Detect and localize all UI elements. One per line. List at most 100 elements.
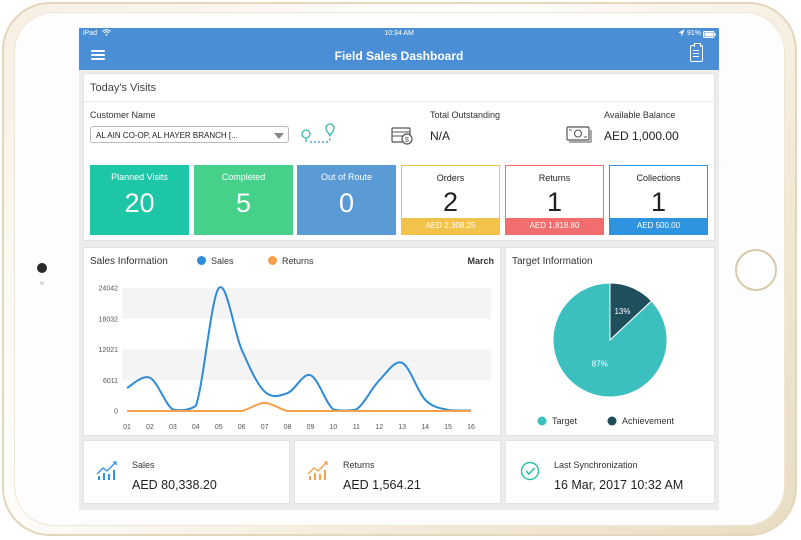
x-tick-label: 06 (238, 424, 246, 431)
series-line-sales (126, 286, 472, 412)
y-tick-label: 6011 (103, 378, 118, 385)
x-tick-label: 05 (215, 424, 223, 431)
pie-label-target: 87% (592, 360, 608, 369)
sales-line-chart: 24042 18032 12021 6011 0 01 02 03 04 05 06 07 08 09 10… (99, 286, 491, 431)
orders-count: 2 (442, 187, 459, 217)
sales-legend-dot (197, 256, 206, 265)
total-outstanding-label: Total Outstanding (430, 110, 501, 120)
route-map-icon[interactable] (300, 122, 336, 153)
x-tick-label: 14 (421, 424, 429, 431)
home-button[interactable] (735, 249, 777, 291)
hamburger-menu-icon[interactable] (91, 50, 105, 60)
battery-percent: 91% (686, 30, 701, 37)
x-tick-label: 08 (284, 424, 292, 431)
orders-label: Orders (436, 173, 465, 183)
available-balance-label: Available Balance (604, 110, 676, 120)
legend-returns[interactable]: Returns (268, 256, 314, 266)
app-header: Field Sales Dashboard (79, 41, 719, 70)
out-of-route-count: 0 (338, 188, 355, 218)
customer-select[interactable]: AL AIN CO-OP, AL HAYER BRANCH [... (90, 126, 289, 143)
x-tick-label: 10 (330, 424, 338, 431)
clipboard-icon[interactable] (690, 43, 703, 62)
device-name: iPad (83, 30, 98, 37)
completed-count: 5 (235, 188, 252, 218)
status-bar: iPad 10:34 AM 91% (79, 28, 719, 41)
front-camera (37, 263, 47, 273)
orders-amount: AED 2,308.25 (402, 218, 499, 234)
bar-chart-icon (96, 459, 120, 486)
completed-tile[interactable]: Completed 5 (194, 165, 293, 235)
returns-chart-icon (307, 459, 331, 486)
planned-visits-tile[interactable]: Planned Visits 20 (90, 165, 189, 235)
completed-label: Completed (221, 172, 266, 182)
orders-tile[interactable]: Orders 2 AED 2,308.25 (401, 165, 500, 235)
divider (84, 101, 714, 102)
x-tick-label: 02 (146, 424, 154, 431)
sales-summary-label: Sales (132, 460, 155, 470)
total-outstanding-value: N/A (430, 129, 451, 143)
target-information-title: Target Information (512, 256, 593, 267)
x-tick-label: 11 (353, 424, 360, 431)
x-tick-label: 09 (307, 424, 315, 431)
sales-legend-label: Sales (211, 256, 234, 266)
sales-information-card: Sales Information Sales Returns March 24… (84, 248, 500, 435)
returns-summary-value: AED 1,564.21 (343, 478, 421, 492)
x-tick-label: 04 (192, 424, 200, 431)
x-tick-label: 16 (467, 424, 475, 431)
todays-visits-card: Today's Visits Customer Name AL AIN CO-O… (84, 74, 714, 240)
target-pie-chart: 13% 87% Target Achievement (537, 282, 675, 426)
x-tick-label: 12 (375, 424, 383, 431)
pie-legend-label-achievement[interactable]: Achievement (622, 416, 675, 426)
returns-label: Returns (538, 173, 571, 183)
returns-count: 1 (546, 187, 563, 217)
sync-value: 16 Mar, 2017 10:32 AM (554, 478, 684, 492)
x-tick-label: 15 (444, 424, 452, 431)
collections-tile[interactable]: Collections 1 AED 500.00 (609, 165, 708, 235)
collections-label: Collections (636, 173, 681, 183)
available-balance-value: AED 1,000.00 (604, 129, 679, 143)
todays-visits-heading: Today's Visits (90, 82, 157, 94)
returns-summary-label: Returns (343, 460, 375, 470)
sales-summary-card: Sales AED 80,338.20 (84, 441, 289, 503)
sales-summary-value: AED 80,338.20 (132, 478, 217, 492)
pie-legend-label-target[interactable]: Target (552, 416, 578, 426)
planned-visits-label: Planned Visits (111, 172, 168, 182)
period-label: March (467, 256, 494, 266)
sales-information-title: Sales Information (90, 256, 168, 267)
returns-summary-card: Returns AED 1,564.21 (295, 441, 500, 503)
series-line-returns (127, 401, 471, 412)
pie-slice-target[interactable] (552, 282, 668, 398)
app-title: Field Sales Dashboard (334, 49, 464, 63)
outstanding-icon: $ (390, 124, 414, 151)
grid-band (122, 288, 491, 319)
x-tick-label: 01 (123, 424, 131, 431)
x-tick-label: 13 (398, 424, 406, 431)
wifi-icon (102, 29, 111, 38)
returns-legend-label: Returns (282, 256, 314, 266)
collections-count: 1 (650, 187, 667, 217)
returns-legend-dot (268, 256, 277, 265)
planned-visits-count: 20 (124, 188, 155, 218)
location-icon (678, 29, 685, 39)
out-of-route-tile[interactable]: Out of Route 0 (297, 165, 396, 235)
y-tick-label: 24042 (99, 286, 119, 293)
pie-legend-dot-target (537, 416, 547, 426)
x-tick-label: 03 (169, 424, 177, 431)
sync-label: Last Synchronization (554, 460, 638, 470)
y-tick-label: 0 (114, 409, 118, 416)
x-tick-label: 07 (261, 424, 269, 431)
target-information-card: Target Information 13% 87% Target Achieveme… (506, 248, 714, 435)
camera-sensor (40, 281, 44, 285)
legend-sales[interactable]: Sales (197, 256, 234, 266)
y-tick-label: 18032 (99, 316, 119, 323)
out-of-route-label: Out of Route (320, 172, 373, 182)
svg-text:$: $ (405, 137, 409, 144)
returns-tile[interactable]: Returns 1 AED 1,818.80 (505, 165, 604, 235)
app-screen: iPad 10:34 AM 91% Field Sales Dashboard … (79, 28, 719, 510)
pie-legend-dot-achievement (607, 416, 617, 426)
pie-label-achievement: 13% (614, 307, 630, 316)
check-circle-icon (520, 461, 540, 486)
y-tick-label: 12021 (99, 347, 119, 354)
chevron-down-icon (274, 133, 284, 139)
sync-summary-card: Last Synchronization 16 Mar, 2017 10:32 … (506, 441, 714, 503)
